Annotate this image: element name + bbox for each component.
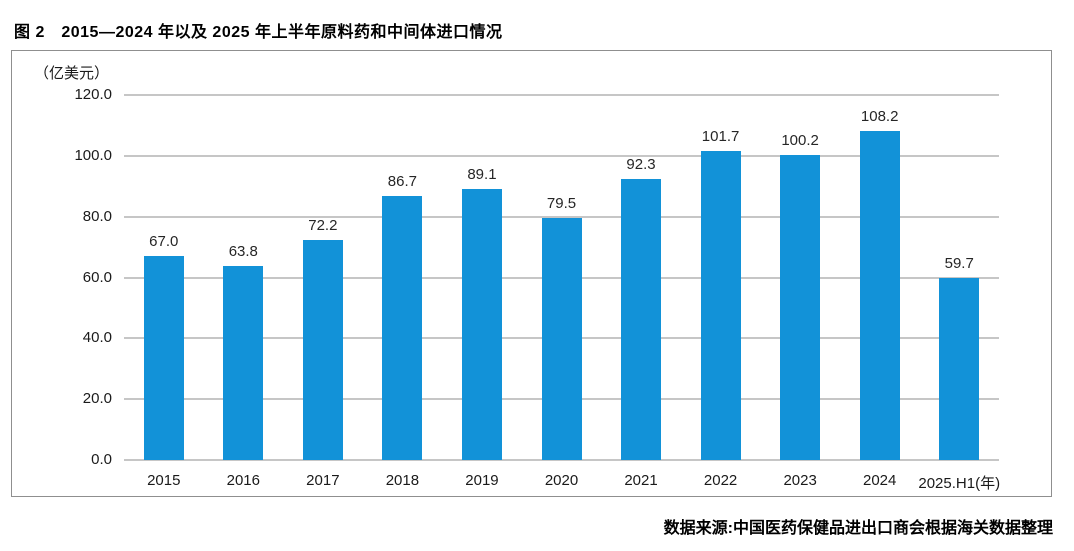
bar-value-label: 108.2 [860, 107, 899, 125]
bar-2021 [621, 179, 662, 460]
y-tick-label: 40.0 [82, 329, 112, 347]
bar-value-label: 79.5 [546, 195, 577, 213]
y-tick-label: 20.0 [82, 390, 112, 408]
bar-2022 [700, 150, 741, 460]
bar-2023 [780, 155, 821, 460]
x-tick-label: 2023 [783, 472, 817, 489]
x-tick-label: 2024 [862, 472, 897, 489]
y-axis-unit-label: （亿美元） [34, 65, 110, 82]
x-tick-label: 2020 [544, 472, 579, 489]
bar-value-label: 72.2 [308, 217, 338, 235]
y-tick-label: 120.0 [74, 86, 112, 103]
bar-value-label: 100.2 [781, 132, 819, 150]
gridline [124, 94, 999, 96]
x-tick-label: 2022 [703, 472, 738, 489]
y-tick-label: 100.0 [74, 146, 112, 164]
figure-title: 图 2 2015—2024 年以及 2025 年上半年原料药和中间体进口情况 [14, 24, 503, 41]
x-tick-label: 2018 [385, 472, 420, 489]
source-note: 数据来源:中国医药保健品进出口商会根据海关数据整理 [663, 520, 1053, 537]
bar-value-label: 89.1 [467, 165, 497, 183]
y-tick-label: 60.0 [82, 268, 112, 286]
bar-2016 [223, 265, 264, 460]
bar-2020 [541, 218, 582, 460]
x-tick-label: 2021 [624, 472, 658, 489]
bar-2018 [382, 196, 423, 460]
bar-value-label: 101.7 [701, 127, 740, 145]
bar-2024 [859, 130, 900, 460]
x-tick-label: 2025.H1(年) [918, 475, 1001, 492]
y-tick-label: 0.0 [91, 451, 112, 468]
x-tick-label: 2019 [465, 472, 499, 489]
x-tick-label: 2016 [226, 472, 260, 489]
bar-value-label: 92.3 [626, 156, 656, 174]
bar-value-label: 59.7 [944, 255, 974, 273]
bar-2015 [143, 256, 184, 460]
bar-2017 [302, 240, 343, 460]
bar-value-label: 86.7 [387, 173, 417, 191]
bar-2025.H1(年) [939, 278, 980, 460]
x-tick-label: 2015 [147, 472, 181, 489]
bar-2019 [461, 188, 502, 460]
gridline [124, 459, 999, 461]
plot-area: 67.0 63.8 72.2 86.7 89.1 79.5 92.3 101.7 100.2 10… [124, 94, 999, 461]
x-tick-label: 2017 [306, 472, 340, 489]
gridline [124, 154, 999, 157]
gridline [124, 215, 999, 218]
bar-value-label: 63.8 [228, 242, 258, 260]
chart-frame: （亿美元） 67.0 63.8 72.2 86.7 89.1 79.5 92.3 101.7 1… [11, 50, 1052, 497]
bar-value-label: 67.0 [149, 233, 179, 251]
y-tick-label: 80.0 [82, 207, 112, 225]
